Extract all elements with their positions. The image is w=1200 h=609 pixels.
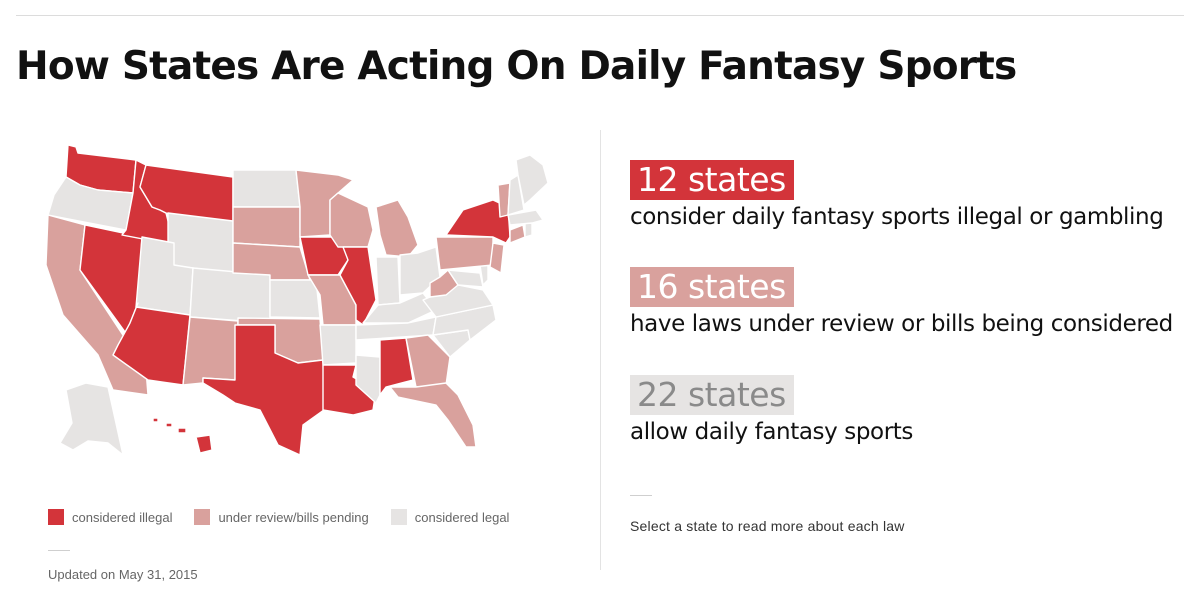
legend-item-illegal: considered illegal [48, 509, 172, 525]
state-pa[interactable] [435, 236, 494, 271]
state-ct[interactable] [509, 224, 526, 244]
updated-date: Updated on May 31, 2015 [48, 567, 198, 582]
map-legend: considered illegal under review/bills pe… [48, 509, 531, 525]
state-ms[interactable] [355, 354, 381, 404]
legend-item-review: under review/bills pending [194, 509, 369, 525]
state-wi[interactable] [329, 192, 374, 248]
stat-legal: 22 states allow daily fantasy sports [630, 375, 913, 445]
state-nj[interactable] [489, 242, 505, 274]
stat-desc-legal: allow daily fantasy sports [630, 419, 913, 445]
state-in[interactable] [375, 256, 401, 306]
state-wy[interactable] [167, 212, 234, 274]
legend-label-legal: considered legal [414, 509, 510, 525]
stat-count-review: 16 states [630, 267, 794, 307]
stat-illegal: 12 states consider daily fantasy sports … [630, 160, 1164, 230]
state-al[interactable] [379, 337, 414, 396]
state-ks[interactable] [269, 279, 321, 319]
hint-divider [630, 495, 652, 496]
state-ak[interactable] [59, 382, 124, 456]
state-me[interactable] [515, 154, 549, 206]
state-il[interactable] [339, 246, 377, 326]
legend-swatch-review [194, 509, 211, 525]
legend-swatch-illegal [48, 509, 64, 525]
legend-swatch-legal [390, 509, 407, 525]
stat-review: 16 states have laws under review or bill… [630, 267, 1173, 337]
state-tx[interactable] [202, 324, 325, 456]
legend-label-review: under review/bills pending [218, 509, 369, 525]
stat-count-legal: 22 states [630, 375, 794, 415]
state-co[interactable] [189, 267, 271, 324]
page-title: How States Are Acting On Daily Fantasy S… [16, 44, 1017, 89]
legend-label-illegal: considered illegal [72, 509, 173, 525]
state-ri[interactable] [524, 222, 533, 238]
select-state-hint: Select a state to read more about each l… [630, 518, 905, 534]
state-fl[interactable] [389, 382, 477, 448]
state-ga[interactable] [405, 334, 451, 388]
stat-desc-review: have laws under review or bills being co… [630, 311, 1173, 337]
stat-desc-illegal: consider daily fantasy sports illegal or… [630, 204, 1164, 230]
legend-item-legal: considered legal [390, 509, 510, 525]
us-state-map [45, 144, 549, 456]
column-divider [600, 130, 601, 570]
state-hi[interactable] [152, 417, 213, 454]
state-sd[interactable] [232, 206, 301, 248]
state-ar[interactable] [319, 324, 357, 366]
state-nh[interactable] [507, 174, 525, 216]
top-rule [16, 15, 1184, 16]
state-mi[interactable] [375, 199, 419, 258]
state-nd[interactable] [232, 169, 301, 208]
state-md[interactable] [447, 269, 484, 288]
state-ma[interactable] [507, 209, 544, 226]
state-nm[interactable] [182, 316, 239, 386]
footer-divider [48, 550, 70, 551]
stat-count-illegal: 12 states [630, 160, 794, 200]
